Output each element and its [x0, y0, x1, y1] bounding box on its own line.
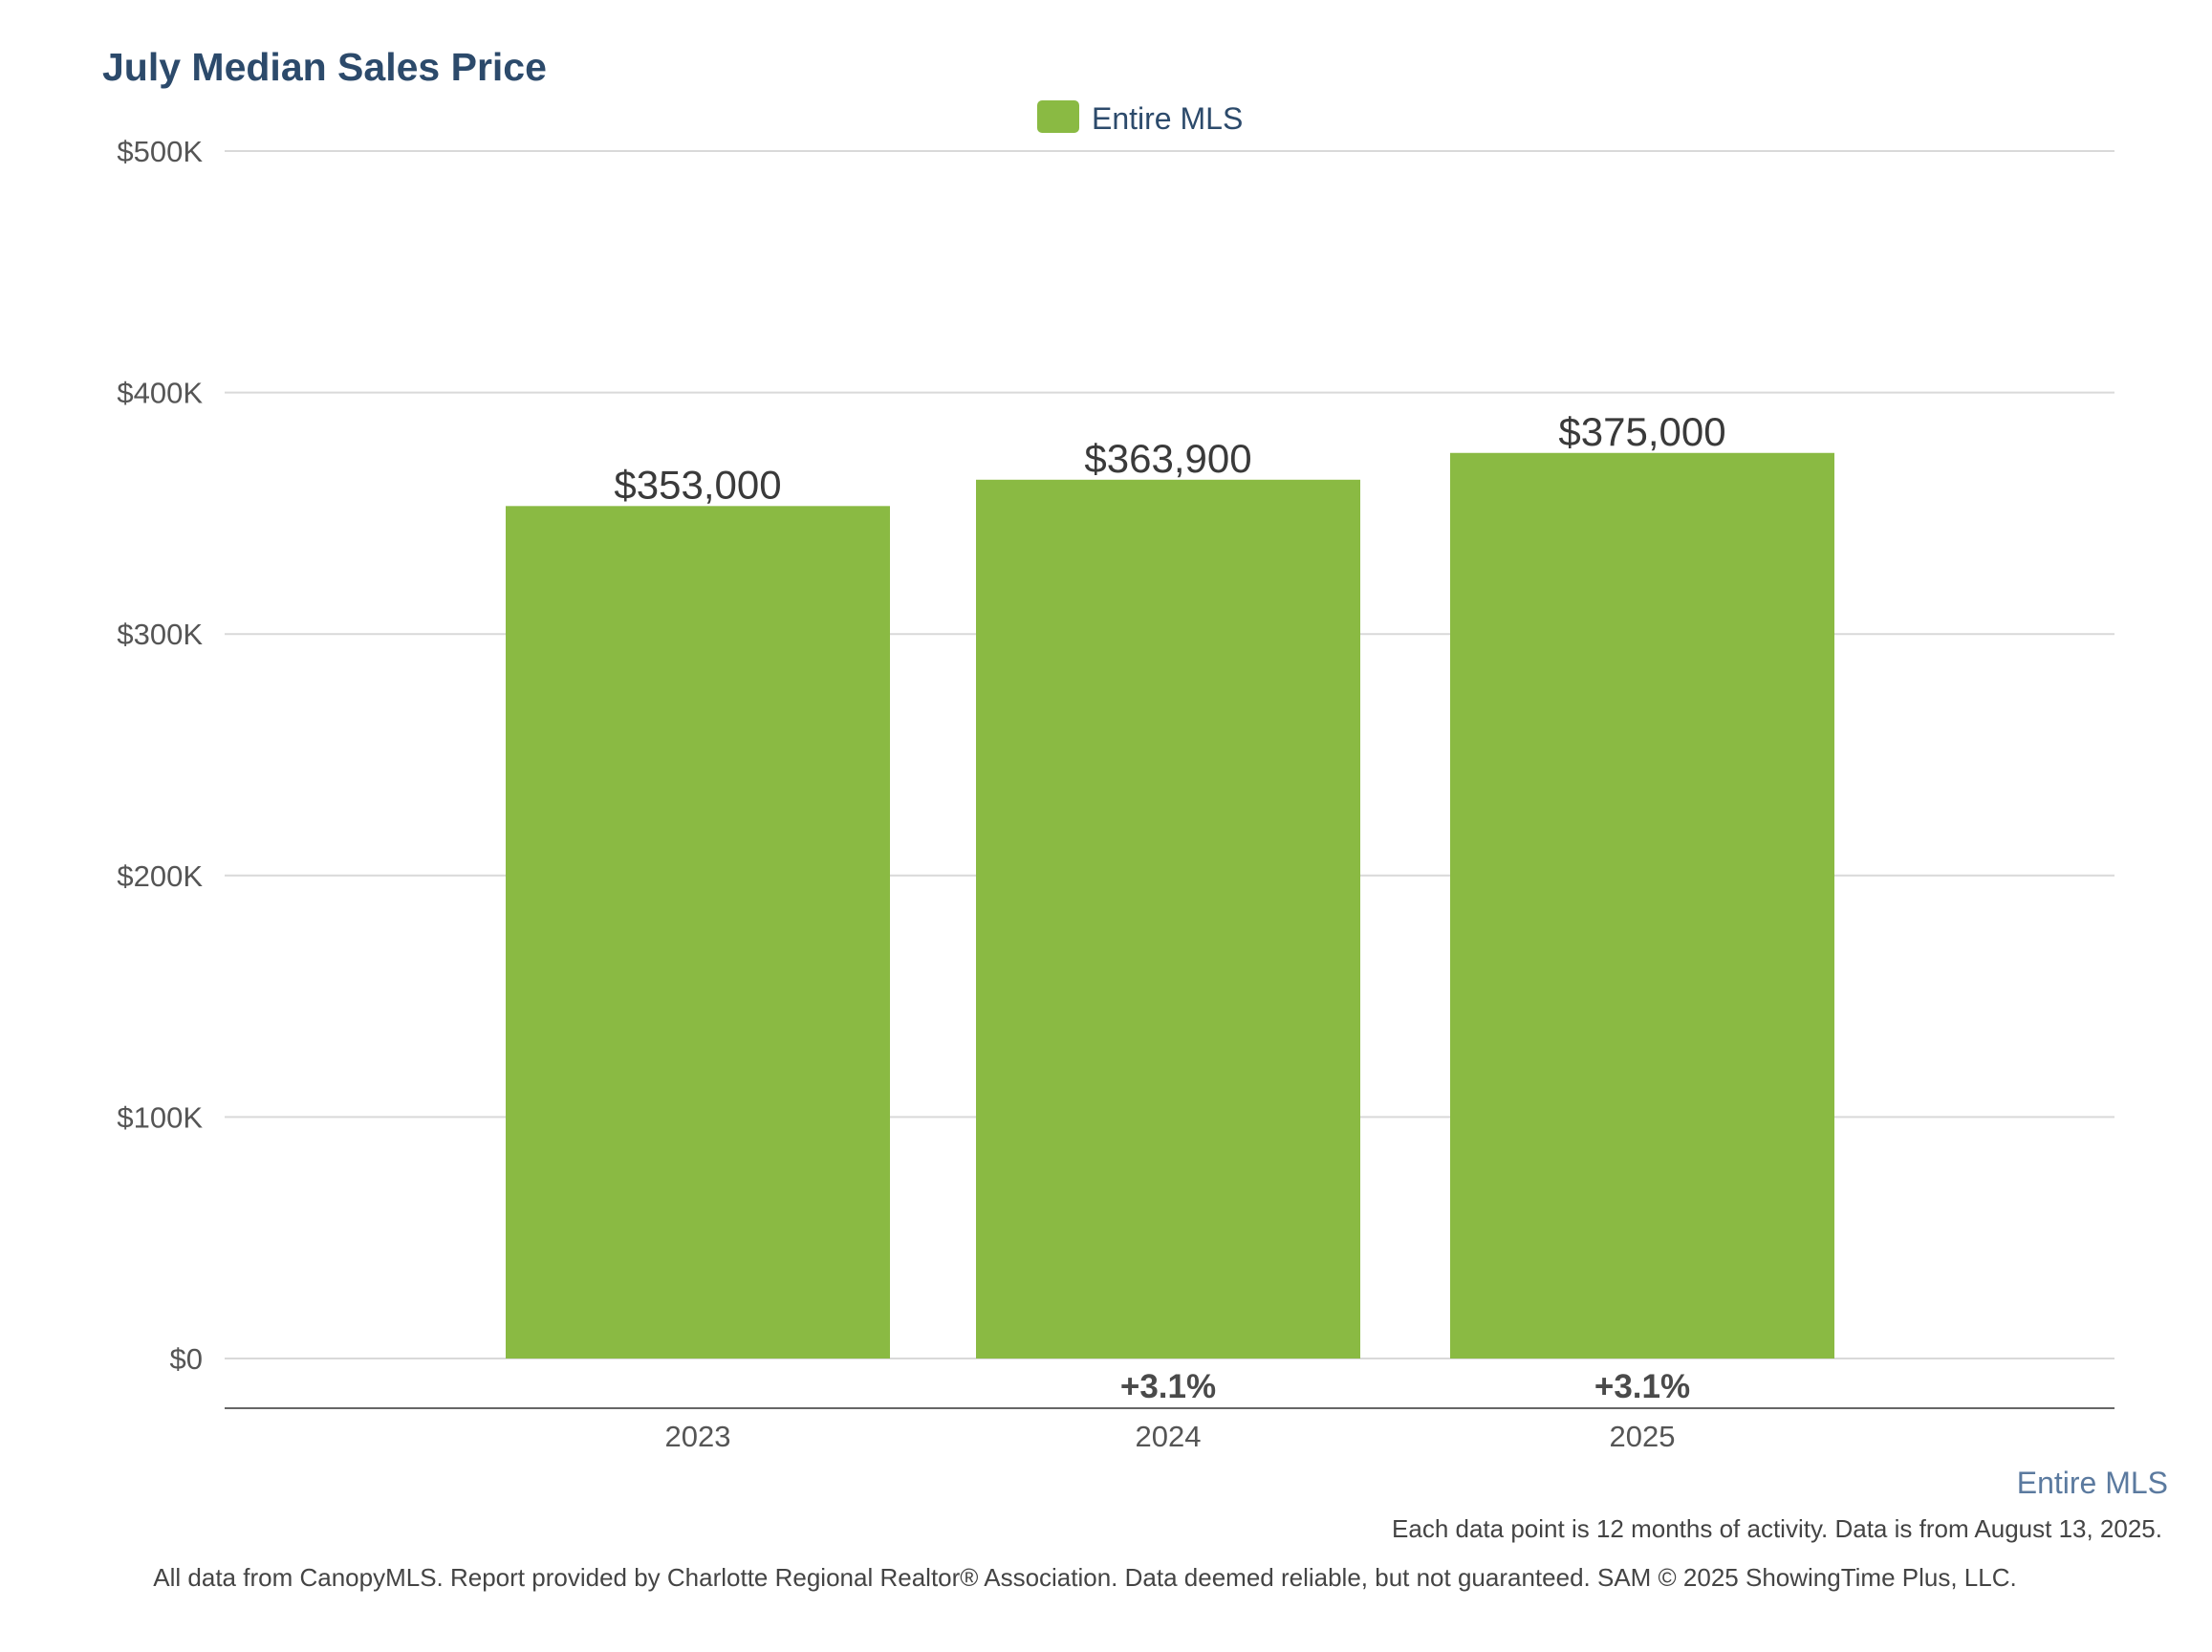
data-note: Each data point is 12 months of activity… [1392, 1514, 2162, 1543]
series-caption: Entire MLS [2017, 1466, 2168, 1500]
bar-2025 [1450, 452, 1834, 1359]
x-tick-label: 2024 [1136, 1420, 1202, 1453]
bar-value-label: $375,000 [1558, 409, 1725, 454]
legend: Entire MLS [1037, 100, 1243, 136]
disclaimer: All data from CanopyMLS. Report provided… [153, 1563, 2016, 1592]
bars [506, 452, 1834, 1359]
bar-2023 [506, 506, 890, 1359]
bar-2024 [976, 479, 1360, 1359]
bar-value-label: $353,000 [614, 462, 781, 507]
bar-value-labels: $353,000 $363,900 $375,000 [614, 409, 1725, 508]
y-tick-label: $200K [117, 859, 203, 893]
percent-change-labels: +3.1% +3.1% [1120, 1368, 1690, 1405]
y-axis-tick-labels: $0 $100K $200K $300K $400K $500K [117, 135, 203, 1376]
x-axis-tick-labels: 2023 2024 2025 [665, 1420, 1676, 1453]
y-tick-label: $100K [117, 1100, 203, 1134]
percent-change-label: +3.1% [1120, 1368, 1216, 1405]
legend-swatch [1037, 100, 1079, 133]
x-tick-label: 2023 [665, 1420, 731, 1453]
percent-change-label: +3.1% [1594, 1368, 1690, 1405]
chart-title: July Median Sales Price [102, 45, 547, 89]
y-tick-label: $400K [117, 377, 203, 410]
legend-label: Entire MLS [1092, 101, 1243, 136]
y-tick-label: $500K [117, 135, 203, 168]
x-tick-label: 2025 [1610, 1420, 1676, 1453]
y-tick-label: $0 [170, 1342, 203, 1376]
y-tick-label: $300K [117, 618, 203, 651]
bar-value-label: $363,900 [1084, 436, 1251, 481]
